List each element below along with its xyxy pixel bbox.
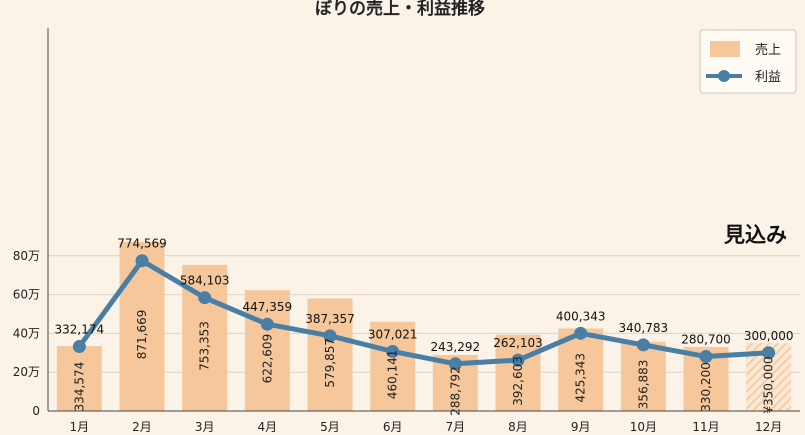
profit-line [72, 254, 776, 371]
x-tick-label: 2月 [132, 420, 152, 434]
profit-point [198, 291, 212, 305]
profit-value-label: 584,103 [180, 274, 230, 288]
profit-point [323, 329, 337, 343]
sales-bar [244, 290, 290, 411]
x-tick-label: 8月 [508, 420, 528, 434]
legend-box [699, 29, 797, 94]
profit-value-label: 387,357 [305, 312, 355, 326]
x-tick-label: 3月 [195, 420, 215, 434]
profit-value-label: 340,783 [619, 321, 669, 335]
profit-point [699, 350, 713, 364]
x-tick-label: 6月 [383, 420, 403, 434]
sales-bar [307, 298, 353, 411]
profit-point [762, 346, 776, 360]
sales-value-label: 356,883 [636, 360, 650, 410]
grid [48, 255, 800, 373]
profit-point [72, 340, 86, 354]
x-tick-label: 10月 [630, 420, 657, 434]
sales-value-label: 871,669 [135, 310, 149, 360]
bars [56, 241, 792, 411]
profit-value-label: 280,700 [681, 333, 731, 347]
forecast-annotation: 見込み [724, 223, 787, 247]
profit-point [636, 338, 650, 352]
profit-value-label: 447,359 [243, 300, 293, 314]
x-tick-label: 9月 [571, 420, 591, 434]
plot-background [48, 28, 800, 411]
legend-line-label: 利益 [755, 70, 781, 85]
profit-value-label: 243,292 [431, 340, 481, 354]
sales-value-label: 753,353 [198, 321, 212, 371]
profit-value-label: 400,343 [556, 309, 606, 323]
profit-value-label: 307,021 [368, 327, 418, 341]
sales-value-label: 460,141 [386, 350, 400, 400]
profit-point [574, 326, 588, 340]
legend-line-marker [718, 70, 730, 82]
legend-bar-swatch [710, 41, 740, 57]
y-tick-label: 40万 [13, 326, 40, 340]
profit-line-path [77, 258, 769, 367]
x-tick-label: 12月 [755, 420, 782, 434]
data-labels: 334,574 871,669 753,353 622,609 579,857 460,1… [55, 237, 794, 416]
profit-point [386, 344, 400, 358]
sales-value-label: 622,609 [260, 334, 274, 384]
profit-point [511, 353, 525, 367]
x-tick-label: 7月 [446, 420, 466, 434]
y-tick-label: 20万 [13, 365, 40, 379]
legend-bar-label: 売上 [755, 42, 781, 58]
profit-value-label: 774,569 [117, 237, 167, 251]
legend: 売上 利益 [699, 29, 797, 94]
y-tick-label: 0 [32, 404, 40, 418]
y-tick-label: 80万 [13, 249, 40, 263]
x-tick-label: 4月 [258, 420, 278, 434]
sales-value-label: ¥350,000 [762, 356, 776, 413]
sales-bar [495, 334, 541, 411]
y-tick-label: 60万 [13, 288, 40, 302]
chart-title: ぼりの売上・利益推移 [315, 0, 485, 19]
axes: 0 20万 40万 60万 80万 1月 2月 3月 4月 5月 6月 7月 8月 9月 10月 11月 12月 [13, 28, 800, 434]
x-tick-label: 5月 [320, 420, 340, 434]
profit-value-label: 332,174 [55, 323, 105, 337]
sales-value-label: 330,200 [699, 362, 713, 412]
sales-bar [620, 341, 666, 411]
x-tick-label: 1月 [70, 420, 90, 434]
profit-point [448, 357, 462, 371]
sales-bar [56, 346, 102, 411]
x-tick-label: 11月 [692, 420, 719, 434]
sales-value-label: 392,603 [511, 356, 525, 406]
profit-point [135, 254, 149, 268]
profit-point [260, 317, 274, 331]
sales-bar [370, 321, 416, 411]
profit-value-label: 262,103 [493, 336, 543, 350]
sales-value-label: 288,792 [448, 366, 462, 416]
profit-value-label: 300,000 [744, 329, 794, 343]
sales-value-label: 579,857 [323, 338, 337, 388]
sales-value-label: 334,574 [72, 362, 86, 412]
sales-value-label: 425,343 [574, 353, 588, 403]
